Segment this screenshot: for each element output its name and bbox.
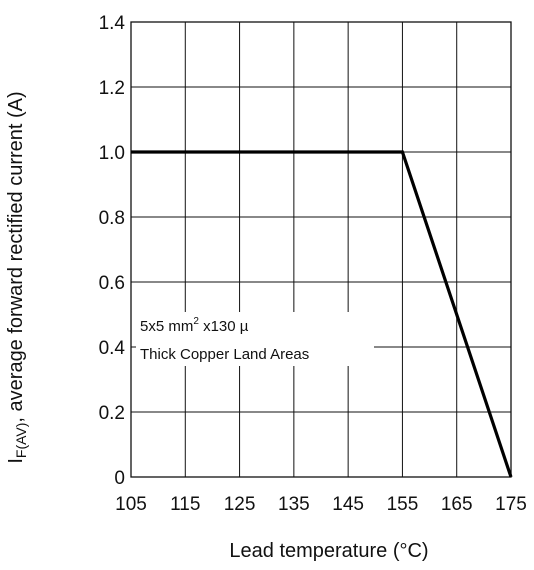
y-tick-label: 0.4: [99, 338, 126, 359]
x-tick-label: 145: [332, 494, 364, 515]
y-axis-ticks: 0 0.2 0.4 0.6 0.8 1.0 1.2 1.4: [99, 13, 126, 489]
y-tick-label: 0: [114, 468, 125, 489]
annotation-line-2: Thick Copper Land Areas: [140, 346, 309, 363]
y-tick-label: 0.8: [99, 208, 125, 229]
x-axis-label: Lead temperature (°C): [229, 540, 428, 562]
series-line: [131, 150, 513, 478]
y-tick-label: 1.4: [99, 13, 126, 34]
x-tick-label: 105: [115, 494, 147, 515]
y-tick-label: 0.2: [99, 403, 125, 424]
x-tick-label: 165: [441, 494, 473, 515]
x-tick-label: 155: [387, 494, 419, 515]
y-axis-label: IF(AV), average forward rectified curren…: [5, 91, 29, 463]
annotation-background: [136, 312, 374, 366]
annotation-line-1: 5x5 mm2 x130 µ: [140, 316, 249, 335]
x-tick-label: 115: [170, 494, 200, 515]
x-tick-label: 175: [495, 494, 527, 515]
plot-frame: [130, 21, 512, 478]
x-axis-ticks: 105 115 125 135 145 155 165 175: [115, 494, 527, 515]
x-tick-label: 125: [224, 494, 256, 515]
y-tick-label: 0.6: [99, 273, 125, 294]
y-tick-label: 1.0: [99, 143, 125, 164]
x-tick-label: 135: [278, 494, 310, 515]
y-tick-label: 1.2: [99, 78, 125, 99]
grid: [130, 21, 512, 478]
series-layer: [131, 150, 513, 478]
